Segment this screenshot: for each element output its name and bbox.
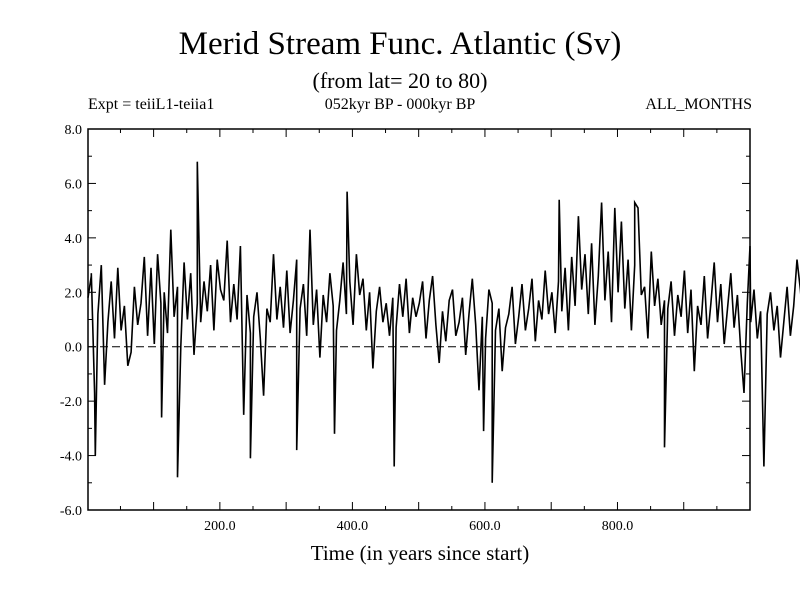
months-label: ALL_MONTHS xyxy=(645,96,752,113)
y-tick-label: -4.0 xyxy=(60,450,82,465)
chart-title: Merid Stream Func. Atlantic (Sv) xyxy=(178,26,622,62)
y-tick-label: 2.0 xyxy=(65,286,83,301)
y-tick-label: 4.0 xyxy=(65,232,83,247)
x-tick-label: 600.0 xyxy=(469,519,501,534)
series-line-0 xyxy=(87,161,800,483)
y-tick-label: 0.0 xyxy=(65,341,83,356)
y-tick-label: -2.0 xyxy=(60,395,82,410)
x-tick-label: 800.0 xyxy=(602,519,634,534)
period-label: 052kyr BP - 000kyr BP xyxy=(324,96,476,113)
chart-subtitle: (from lat= 20 to 80) xyxy=(312,68,488,93)
y-tick-label: -6.0 xyxy=(60,504,82,519)
experiment-label: Expt = teiiL1-teiia1 xyxy=(88,96,215,113)
axis-ticks: -6.0 -4.0 -2.0 0.0 2.0 4.0 6.0 8.0 200.0 400.0 600… xyxy=(60,123,750,534)
y-tick-label: 8.0 xyxy=(65,123,83,138)
series-group xyxy=(87,161,800,483)
y-tick-label: 6.0 xyxy=(65,177,83,192)
x-tick-label: 400.0 xyxy=(337,519,369,534)
x-axis-label: Time (in years since start) xyxy=(310,541,530,565)
x-tick-label: 200.0 xyxy=(204,519,236,534)
plot-frame xyxy=(87,128,751,511)
